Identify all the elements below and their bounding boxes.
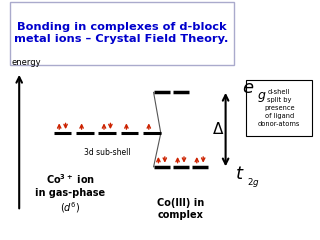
Text: $_{2g}$: $_{2g}$: [247, 177, 260, 190]
Text: 3d sub-shell: 3d sub-shell: [84, 148, 131, 156]
Text: $\mathbf{Co^{3+}}$ ion: $\mathbf{Co^{3+}}$ ion: [46, 172, 95, 186]
Text: $t$: $t$: [235, 165, 245, 183]
Text: $(\mathit{d}^6)$: $(\mathit{d}^6)$: [60, 200, 81, 215]
Text: in gas-phase: in gas-phase: [35, 188, 106, 198]
Text: Δ: Δ: [212, 122, 223, 137]
FancyBboxPatch shape: [246, 80, 312, 136]
Text: Co(III) in
complex: Co(III) in complex: [157, 198, 204, 220]
Text: $g$: $g$: [257, 90, 267, 104]
Text: energy: energy: [11, 58, 41, 67]
Text: $e$: $e$: [242, 79, 254, 96]
Text: d-shell
split by
presence
of ligand
donor-atoms: d-shell split by presence of ligand dono…: [258, 89, 300, 127]
Text: Bonding in complexes of d-block
metal ions – Crystal Field Theory.: Bonding in complexes of d-block metal io…: [14, 22, 229, 44]
FancyBboxPatch shape: [10, 2, 234, 65]
